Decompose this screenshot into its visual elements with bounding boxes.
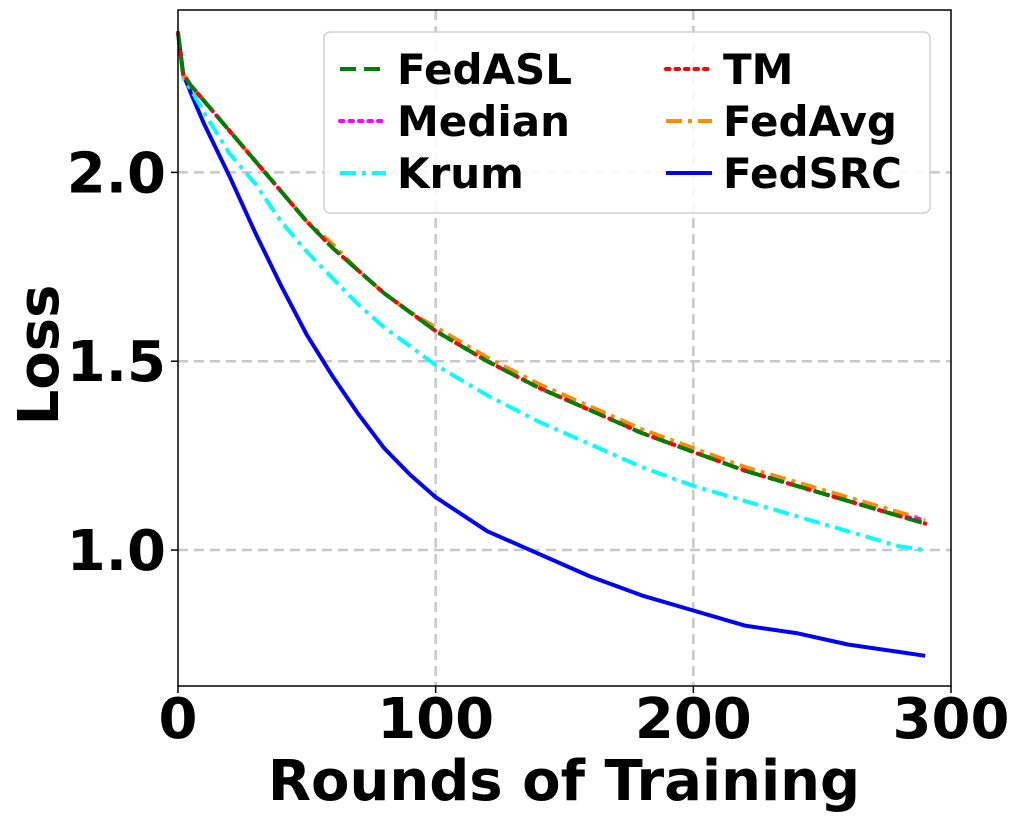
legend-item-fedasl: FedASL [340, 45, 572, 94]
legend-label: FedAvg [723, 97, 897, 146]
series-lines [176, 30, 928, 658]
legend-item-fedsrc: FedSRC [666, 149, 902, 198]
legend-label: FedSRC [723, 149, 902, 198]
y-axis-ticks: 1.0 1.5 2.0 [67, 141, 178, 584]
x-axis-ticks: 0 100 200 300 [159, 686, 1010, 752]
y-axis-title: Loss [7, 285, 72, 426]
y-tick-label: 1.0 [67, 519, 166, 584]
legend-label: Krum [397, 149, 524, 198]
series-line-fedsrc [176, 32, 926, 658]
y-tick-label: 2.0 [67, 141, 166, 206]
x-tick-label: 300 [893, 687, 1010, 752]
plot-frame [177, 9, 952, 687]
series-line-krum [176, 32, 926, 552]
x-tick-label: 200 [635, 687, 752, 752]
legend-item-median: Median [338, 97, 570, 146]
legend-box [323, 31, 931, 214]
x-tick-label: 0 [159, 687, 198, 752]
x-axis-title: Rounds of Training [268, 749, 860, 814]
legend-label: FedASL [397, 45, 572, 94]
legend-label: TM [723, 45, 793, 94]
y-tick-label: 1.5 [67, 330, 166, 395]
x-tick-label: 100 [377, 687, 494, 752]
legend-label: Median [397, 97, 570, 146]
legend-item-krum: Krum [340, 149, 524, 198]
legend-item-fedavg: FedAvg [666, 97, 897, 146]
legend-item-tm: TM [664, 45, 793, 94]
series-line-fedasl [176, 32, 926, 526]
